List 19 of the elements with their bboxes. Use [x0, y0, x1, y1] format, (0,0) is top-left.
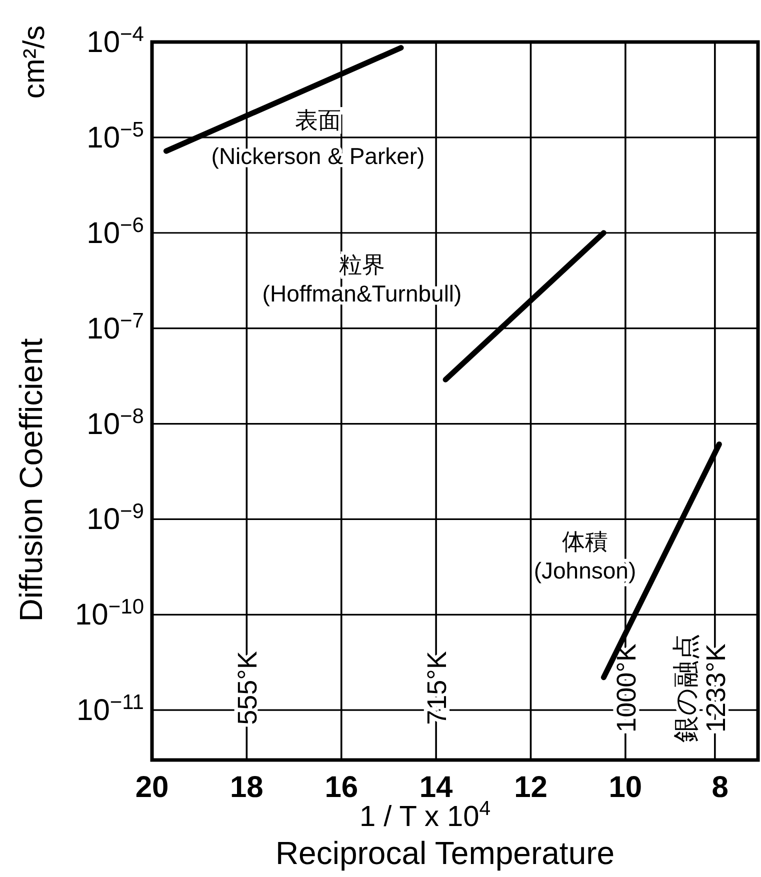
x-tick-label: 8: [712, 771, 728, 804]
x-tick-label: 20: [135, 771, 169, 804]
y-axis-title: Diffusion Coefficient: [13, 338, 49, 622]
x-tick-label: 10: [608, 771, 642, 804]
x-tick-label: 12: [514, 771, 548, 804]
y-tick-label: 10$^{−8}$: [86, 404, 144, 441]
y-tick-label: 10$^{−7}$: [86, 308, 144, 346]
text: Reciprocal Temperature: [275, 835, 615, 871]
y-tick-label: 10$^{−9}$: [86, 500, 144, 536]
y-tick-label: 10$^{−10}$: [75, 595, 144, 632]
y-tick-label: 10$^{−5}$: [86, 118, 144, 154]
x-tick-label: 18: [230, 771, 264, 804]
y-tick-label: 10$^{−11}$: [76, 690, 144, 728]
ref-line-label: 銀の融点 1233°K: [670, 634, 731, 742]
x-tick-label: 16: [324, 771, 358, 804]
ref-line-label: 715°K: [422, 651, 452, 725]
y-tick-label: 10$^{−4}$: [86, 22, 144, 59]
text: cm²/s: [18, 25, 51, 99]
y-tick-label: 10$^{−6}$: [86, 213, 144, 250]
